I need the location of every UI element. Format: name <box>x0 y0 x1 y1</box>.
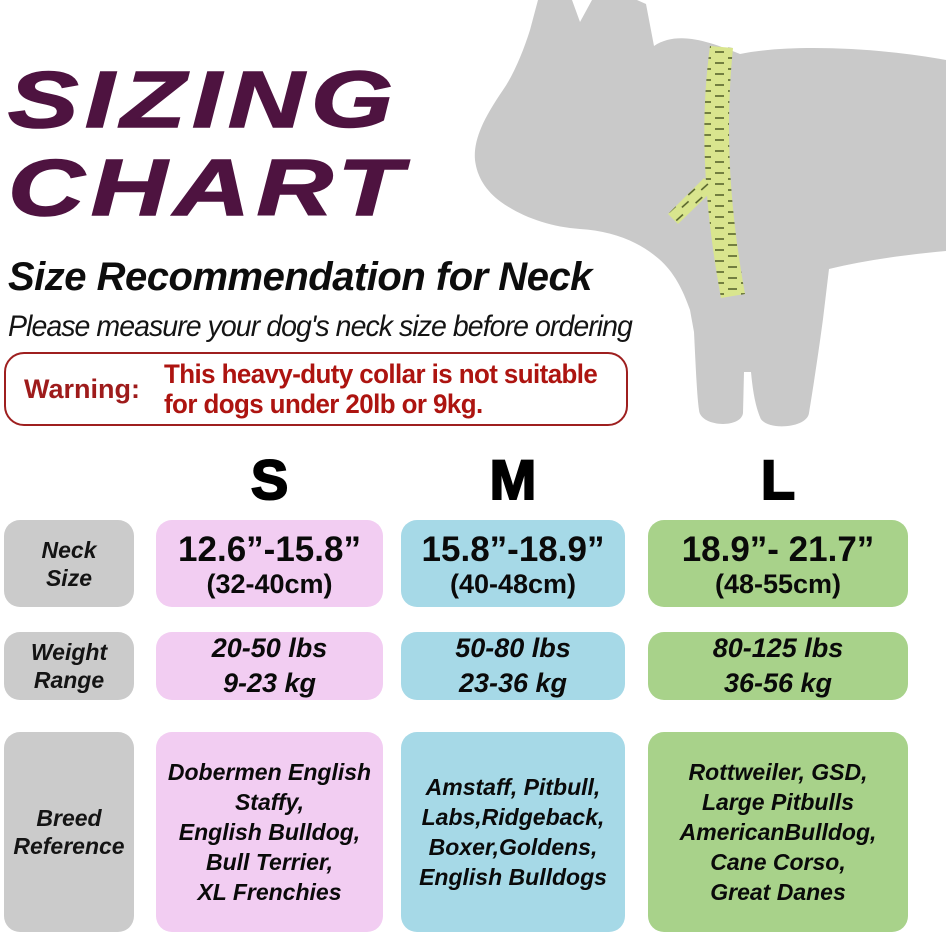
page-title: SIZING CHART <box>7 55 409 233</box>
breed-line: Amstaff, Pitbull, <box>425 774 601 800</box>
cell-neck-size-l: 18.9”- 21.7” (48-55cm) <box>648 520 908 607</box>
row-label-line: Range <box>33 667 105 693</box>
cell-neck-size-s: 12.6”-15.8” (32-40cm) <box>156 520 383 607</box>
cell-neck-size-m: 15.8”-18.9” (40-48cm) <box>401 520 625 607</box>
row-label-line: Breed <box>36 805 102 831</box>
page-title-line-1: SIZING <box>7 55 400 145</box>
neck-size-cm: (32-40cm) <box>206 568 333 599</box>
cell-breeds-m: Amstaff, Pitbull, Labs,Ridgeback, Boxer,… <box>401 732 625 932</box>
cell-weight-l: 80-125 lbs 36-56 kg <box>648 632 908 700</box>
weight-kg: 36-56 kg <box>723 668 833 698</box>
breed-line: Bull Terrier, <box>206 849 333 875</box>
row-label-line: Weight <box>30 639 108 665</box>
column-header-m: M <box>489 448 538 511</box>
warning-box: Warning: This heavy-duty collar is not s… <box>4 352 628 426</box>
row-label-line: Neck <box>41 536 97 563</box>
weight-kg: 23-36 kg <box>458 668 568 698</box>
breed-line: English Bulldogs <box>419 864 607 890</box>
warning-text-line-2: for dogs under 20lb or 9kg. <box>163 389 483 419</box>
row-label-line: Reference <box>13 833 125 859</box>
column-header-s: S <box>250 448 289 511</box>
column-header-l: L <box>760 448 796 511</box>
page-title-line-2: CHART <box>7 143 409 233</box>
row-label-neck-size: Neck Size <box>4 520 134 607</box>
breed-line: AmericanBulldog, <box>679 819 877 845</box>
neck-size-inches: 12.6”-15.8” <box>178 529 361 569</box>
neck-size-inches: 15.8”-18.9” <box>421 529 605 569</box>
breed-line: Staffy, <box>234 789 304 815</box>
weight-lbs: 80-125 lbs <box>712 633 844 663</box>
breed-line: XL Frenchies <box>197 879 342 905</box>
breed-line: Dobermen English <box>167 759 372 785</box>
dog-silhouette-illustration <box>474 0 946 427</box>
breed-line: Labs,Ridgeback, <box>421 804 605 830</box>
row-label-breed-reference: Breed Reference <box>4 732 134 932</box>
breed-line: Boxer,Goldens, <box>428 834 598 860</box>
breed-line: Cane Corso, <box>710 849 846 875</box>
subtitle: Size Recommendation for Neck <box>8 255 592 299</box>
cell-weight-m: 50-80 lbs 23-36 kg <box>401 632 625 700</box>
weight-lbs: 20-50 lbs <box>211 633 328 663</box>
cell-breeds-l: Rottweiler, GSD, Large Pitbulls American… <box>648 732 908 932</box>
neck-size-cm: (48-55cm) <box>714 568 842 599</box>
warning-text-line-1: This heavy-duty collar is not suitable <box>163 359 598 389</box>
neck-size-cm: (40-48cm) <box>449 568 577 599</box>
measuring-tape-strap-ticks <box>704 46 745 298</box>
weight-lbs: 50-80 lbs <box>455 633 571 663</box>
breed-line: Rottweiler, GSD, <box>688 759 868 785</box>
weight-kg: 9-23 kg <box>222 668 317 698</box>
breed-line: Large Pitbulls <box>701 789 855 815</box>
measuring-tape-end-ticks <box>668 178 714 224</box>
warning-label: Warning: <box>24 373 140 404</box>
breed-line: Great Danes <box>710 879 846 905</box>
cell-breeds-s: Dobermen English Staffy, English Bulldog… <box>156 732 383 932</box>
breed-line: English Bulldog, <box>178 819 361 845</box>
warning-text: This heavy-duty collar is not suitable f… <box>163 359 598 419</box>
neck-size-inches: 18.9”- 21.7” <box>681 529 875 569</box>
measure-instruction-text: Please measure your dog's neck size befo… <box>8 310 633 343</box>
row-label-line: Size <box>45 564 92 591</box>
cell-weight-s: 20-50 lbs 9-23 kg <box>156 632 383 700</box>
row-label-weight-range: Weight Range <box>4 632 134 700</box>
